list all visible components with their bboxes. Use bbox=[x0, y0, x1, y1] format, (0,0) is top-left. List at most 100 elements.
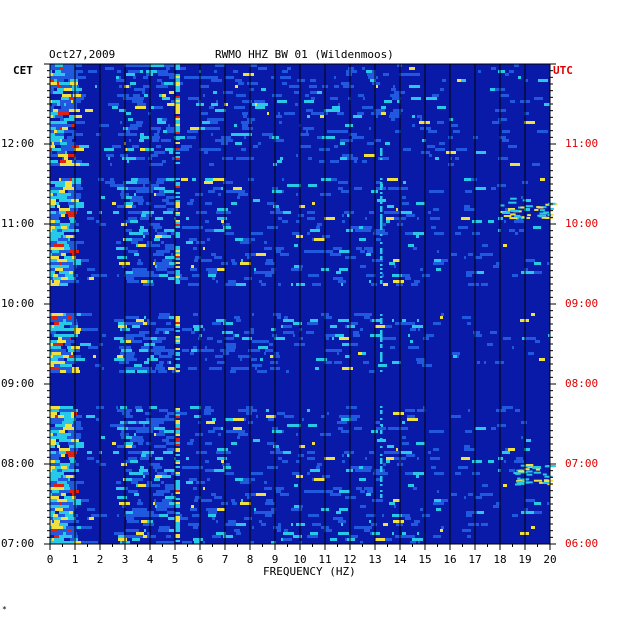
spectrogram-cell bbox=[68, 190, 76, 193]
spectral-line-cell bbox=[175, 68, 180, 70]
spectrogram-cell bbox=[132, 436, 143, 439]
spectrogram-cell bbox=[271, 76, 274, 79]
spectrogram-cell bbox=[72, 160, 82, 163]
spectrogram-cell bbox=[385, 142, 390, 145]
spectrogram-cell bbox=[61, 148, 69, 151]
spectrogram-cell bbox=[381, 337, 389, 340]
x-tick-label: 6 bbox=[196, 553, 204, 566]
spectrogram-cell bbox=[207, 127, 217, 130]
spectrogram-cell bbox=[50, 247, 56, 250]
spectrogram-cell bbox=[50, 181, 54, 184]
spectrogram-cell bbox=[417, 457, 419, 460]
spectrogram-cell bbox=[262, 133, 273, 136]
spectrogram-cell bbox=[157, 505, 167, 508]
spectrogram-cell bbox=[137, 502, 143, 505]
spectrogram-cell bbox=[381, 112, 386, 115]
spectrogram-cell bbox=[408, 484, 414, 487]
spectrogram-cell bbox=[130, 199, 137, 202]
spectrogram-cell bbox=[168, 124, 170, 127]
spectrogram-cell bbox=[61, 472, 64, 475]
spectral-line-cell bbox=[175, 422, 180, 424]
spectrogram-cell bbox=[69, 97, 73, 100]
spectrogram-cell bbox=[205, 127, 207, 130]
spectral-line-cell bbox=[175, 330, 180, 332]
spectrogram-cell bbox=[291, 508, 302, 511]
spectrogram-cell bbox=[234, 529, 240, 532]
spectrogram-cell bbox=[307, 211, 315, 214]
spectrogram-cell bbox=[159, 262, 169, 265]
spectrogram-cell bbox=[287, 67, 291, 70]
spectrogram-cell bbox=[50, 265, 59, 268]
spectrogram-cell bbox=[57, 82, 59, 85]
spectrogram-cell bbox=[410, 340, 413, 343]
spectrogram-cell bbox=[339, 508, 348, 511]
spectrogram-cell bbox=[401, 451, 412, 454]
spectrogram-cell bbox=[58, 247, 64, 250]
spectrogram-cell bbox=[171, 253, 173, 256]
spectrogram-cell bbox=[363, 466, 372, 469]
spectrogram-cell bbox=[56, 487, 58, 490]
spectrogram-cell bbox=[54, 334, 65, 337]
spectrogram-cell bbox=[372, 82, 380, 85]
spectrogram-cell bbox=[333, 517, 343, 520]
spectrogram-cell bbox=[63, 64, 73, 67]
spectrogram-cell bbox=[56, 319, 63, 322]
spectral-line-cell bbox=[380, 494, 383, 496]
spectral-line-cell bbox=[380, 356, 383, 358]
spectrogram-cell bbox=[55, 64, 63, 67]
spectrogram-cell bbox=[61, 541, 64, 544]
spectrogram-cell bbox=[175, 67, 186, 70]
spectrogram-cell bbox=[464, 208, 475, 211]
spectrogram-cell bbox=[300, 133, 309, 136]
spectrogram-cell bbox=[282, 220, 288, 223]
spectrogram-cell bbox=[433, 322, 441, 325]
spectrogram-cell bbox=[394, 265, 396, 268]
spectrogram-cell bbox=[70, 256, 72, 259]
spectrogram-cell bbox=[50, 319, 56, 322]
spectral-line-cell bbox=[175, 152, 180, 154]
spectrogram-cell bbox=[242, 100, 252, 103]
spectral-line-cell bbox=[175, 84, 180, 86]
spectrogram-cell bbox=[136, 244, 138, 247]
spectrogram-cell bbox=[147, 532, 150, 535]
spectrogram-cell bbox=[74, 409, 78, 412]
spectrogram-cell bbox=[126, 421, 128, 424]
spectrogram-cell bbox=[216, 211, 223, 214]
spectrogram-cell bbox=[138, 124, 142, 127]
spectral-line-cell bbox=[380, 210, 383, 212]
x-tick-label: 17 bbox=[468, 553, 482, 566]
spectrogram-cell bbox=[50, 352, 52, 355]
spectrogram-cell bbox=[165, 244, 174, 247]
spectrogram-cell bbox=[53, 343, 63, 346]
spectrogram-cell bbox=[55, 220, 60, 223]
spectrogram-cell bbox=[216, 319, 226, 322]
x-tick-label: 5 bbox=[171, 553, 179, 566]
spectrogram-cell bbox=[241, 148, 246, 151]
spectrogram-cell bbox=[254, 100, 265, 103]
spectrogram-cell bbox=[120, 154, 128, 157]
spectrogram-cell bbox=[358, 94, 364, 97]
spectrogram-cell bbox=[191, 505, 194, 508]
spectrogram-cell bbox=[73, 445, 84, 448]
spectrogram-cell bbox=[533, 226, 541, 229]
spectral-line-cell bbox=[175, 186, 180, 188]
spectrogram-cell bbox=[267, 202, 276, 205]
spectrogram-cell bbox=[153, 262, 155, 265]
spectrogram-cell bbox=[64, 118, 75, 121]
spectrogram-cell bbox=[222, 139, 233, 142]
spectrogram-cell bbox=[61, 493, 66, 496]
spectrogram-cell bbox=[235, 142, 242, 145]
spectrogram-cell bbox=[315, 367, 319, 370]
spectrogram-cell bbox=[196, 451, 207, 454]
cet-tick-label: 09:00 bbox=[1, 377, 35, 390]
spectrogram-cell bbox=[188, 283, 199, 286]
spectrogram-cell bbox=[357, 112, 364, 115]
spectral-line-cell bbox=[175, 266, 180, 268]
spectral-line-cell bbox=[175, 232, 180, 234]
spectral-line-cell bbox=[380, 438, 383, 440]
spectrogram-cell bbox=[87, 517, 89, 520]
spectrogram-cell bbox=[69, 205, 73, 208]
spectrogram-cell bbox=[218, 193, 221, 196]
spectrogram-cell bbox=[64, 193, 71, 196]
spectrogram-cell bbox=[472, 220, 482, 223]
